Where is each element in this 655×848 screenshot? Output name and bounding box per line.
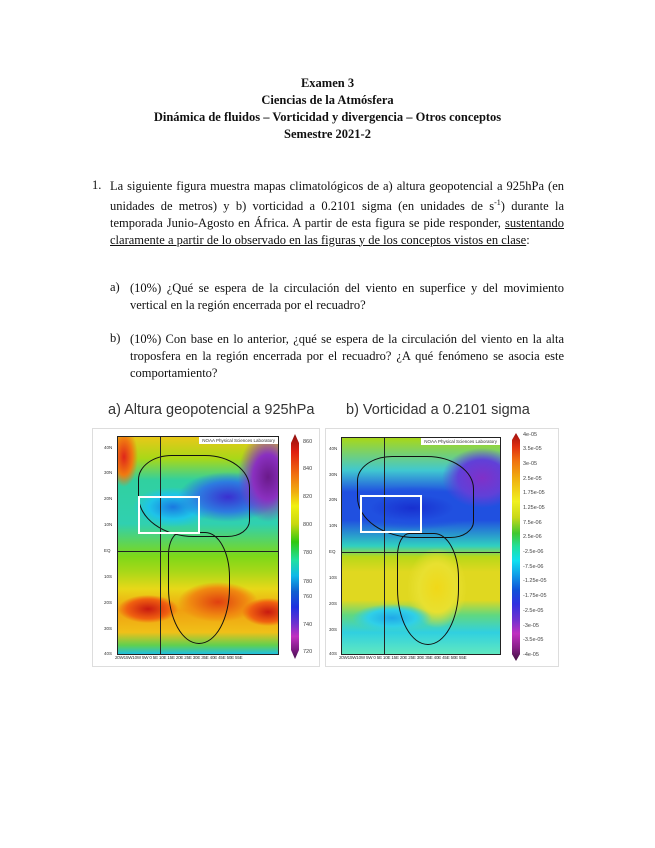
lat-label: 40N: [104, 445, 113, 450]
lat-label: 10S: [104, 574, 113, 579]
colorbar-label: 860: [303, 439, 313, 445]
colorbar-label: -2.5e-06: [523, 549, 544, 555]
colorbar-label: 780: [303, 579, 313, 585]
colorbar-label: 780: [303, 550, 313, 556]
lat-label: 10S: [329, 575, 338, 580]
meridian-line: [160, 437, 161, 654]
figure-b-title: b) Vorticidad a 0.2101 sigma: [346, 402, 530, 418]
colorbar-label: -2.5e-05: [523, 608, 544, 614]
subitem-a-text: (10%) ¿Qué se espera de la circulación d…: [130, 281, 564, 312]
colorbar-label: -4e-05: [523, 652, 539, 658]
colorbar-a: [291, 434, 299, 659]
colorbar-label: 800: [303, 522, 313, 528]
superscript: -1: [494, 197, 501, 207]
figure-b: NOAA Physical Sciences Laboratory 40N 30…: [325, 428, 559, 667]
course-name: Ciencias de la Atmósfera: [261, 93, 394, 107]
colorbar-label: 3.5e-05: [523, 446, 542, 452]
question-text-1: La siguiente figura muestra mapas climat…: [110, 179, 564, 213]
lon-labels: 20W15W10W 5W 0 5E 10E 15E 20E 25E 30E 35…: [339, 655, 467, 660]
lat-label: 20S: [104, 600, 113, 605]
coastline: [397, 533, 459, 645]
figure-a-title: a) Altura geopotencial a 925hPa: [108, 402, 315, 418]
colorbar-label: 1.25e-05: [523, 505, 545, 511]
colorbar-label: -7.5e-06: [523, 564, 544, 570]
colorbar-label: 820: [303, 494, 313, 500]
subitem-b-text: (10%) Con base en lo anterior, ¿qué se e…: [130, 332, 564, 380]
colorbar-b: [512, 433, 520, 661]
underlined-text: sustentando claramente a partir de lo ob…: [110, 215, 564, 247]
lat-label: 40N: [329, 446, 338, 451]
colorbar-label: 3e-05: [523, 461, 538, 467]
geopotential-map: NOAA Physical Sciences Laboratory: [117, 436, 279, 655]
colorbar-label: 2.5e-06: [523, 534, 542, 540]
lat-label: 10N: [104, 522, 113, 527]
colorbar-label: 840: [303, 466, 313, 472]
noaa-credit: NOAA Physical Sciences Laboratory: [421, 438, 500, 445]
subitem-a-label: a): [110, 280, 120, 294]
vorticity-map: NOAA Physical Sciences Laboratory: [341, 437, 501, 655]
lat-label: 20S: [329, 601, 338, 606]
highlight-box: [360, 495, 422, 533]
colorbar-label: -3.5e-05: [523, 637, 544, 643]
colorbar-label: 4e-05: [523, 432, 538, 438]
lat-label: 20N: [104, 496, 113, 501]
subitem-b-label: b): [110, 331, 121, 345]
question-text-2: ) durante la temporada Junio-Agosto en Á…: [110, 198, 564, 230]
highlight-box: [138, 496, 200, 534]
colorbar-label: 740: [303, 622, 313, 628]
figure-a: NOAA Physical Sciences Laboratory 40N 30…: [92, 428, 320, 667]
lat-label: 30S: [104, 626, 113, 631]
coastline: [168, 532, 230, 644]
colorbar-label: -1.25e-05: [523, 578, 547, 584]
equator-line: [118, 551, 278, 552]
lat-label: EQ: [329, 549, 336, 554]
lat-label: 20N: [329, 497, 338, 502]
exam-topics: Dinámica de fluidos – Vorticidad y diver…: [153, 110, 502, 124]
meridian-line: [384, 438, 385, 654]
colorbar-label: -1.75e-05: [523, 593, 547, 599]
exam-title: Examen 3: [300, 76, 355, 90]
colorbar-label: 760: [303, 594, 313, 600]
lat-label: 30S: [329, 627, 338, 632]
colorbar-label: 7.5e-06: [523, 520, 542, 526]
lat-label: 30N: [329, 472, 338, 477]
lat-label: 40S: [104, 651, 113, 656]
equator-line: [342, 552, 500, 553]
question-text: La siguiente figura muestra mapas climat…: [110, 178, 564, 248]
colorbar-label: 1.75e-05: [523, 490, 545, 496]
lat-label: 40S: [329, 651, 338, 656]
lon-labels: 20W15W10W 5W 0 5E 10E 15E 20E 25E 30E 35…: [115, 655, 243, 660]
colorbar-label: 2.5e-05: [523, 476, 542, 482]
noaa-credit: NOAA Physical Sciences Laboratory: [199, 437, 278, 444]
question-number: 1.: [92, 178, 102, 192]
lat-label: EQ: [104, 548, 111, 553]
lat-label: 30N: [104, 470, 113, 475]
colorbar-label: -3e-05: [523, 623, 539, 629]
colorbar-label: 720: [303, 649, 313, 655]
lat-label: 10N: [329, 523, 338, 528]
semester: Semestre 2021-2: [284, 127, 371, 141]
question-text-end: :: [526, 232, 530, 247]
